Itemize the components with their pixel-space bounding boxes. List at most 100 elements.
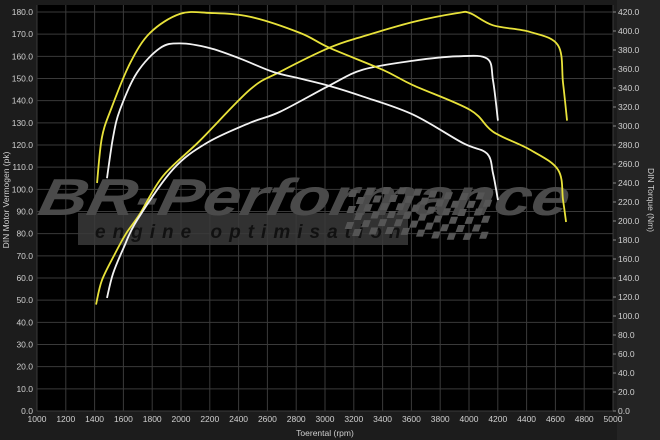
svg-text:BR-Performance: BR-Performance: [34, 169, 576, 227]
x-tick-label: 2800: [287, 414, 306, 424]
y-right-tick-label: 200.0: [618, 216, 640, 226]
flag-square: [419, 197, 430, 205]
torque-curve-tuned: [96, 11, 567, 223]
svg-text:engine optimisation: engine optimisation: [95, 222, 407, 243]
flag-square: [388, 195, 399, 203]
flag-square: [475, 192, 485, 200]
flag-square: [450, 200, 460, 208]
y-left-tick-label: 80.0: [16, 229, 33, 239]
y-right-tick-label: 120.0: [618, 292, 640, 302]
y-right-tick-label: 340.0: [618, 83, 640, 93]
y-left-tick-label: 180.0: [12, 7, 34, 17]
flag-square: [381, 187, 391, 195]
y-axis-left-label: DIN Motor Vermogen (pk): [1, 151, 11, 248]
flag-square: [412, 188, 423, 196]
x-tick-label: 3800: [431, 414, 450, 424]
flag-square: [344, 222, 355, 229]
flag-square: [464, 216, 475, 224]
flag-square: [455, 224, 466, 232]
flag-square: [402, 211, 412, 219]
x-tick-label: 2200: [200, 414, 219, 424]
x-tick-label: 3000: [316, 414, 335, 424]
y-right-tick-label: 240.0: [618, 178, 640, 188]
flag-square: [361, 220, 371, 228]
flag-square: [480, 215, 491, 223]
flag-square: [393, 219, 404, 227]
y-right-tick-label: 420.0: [618, 7, 640, 17]
flag-square: [370, 211, 381, 219]
flag-square: [459, 192, 469, 200]
x-tick-label: 3600: [402, 414, 421, 424]
y-right-tick-label: 400.0: [618, 26, 640, 36]
y-left-tick-label: 20.0: [16, 362, 33, 372]
tick-labels: 1000 1200 1400 1600 1800 2000 2200 2400 2600 2800…: [12, 7, 640, 424]
flag-square: [400, 227, 411, 235]
x-tick-label: 3200: [344, 414, 363, 424]
flag-square: [409, 220, 419, 228]
y-left-tick-label: 30.0: [16, 340, 33, 350]
y-left-tick-label: 60.0: [16, 273, 33, 283]
y-right-tick-label: 100.0: [618, 311, 640, 321]
y-right-tick-label: 180.0: [618, 235, 640, 245]
x-tick-label: 3400: [373, 414, 392, 424]
flag-square: [348, 190, 358, 197]
x-tick-label: 1600: [114, 414, 133, 424]
flag-square: [448, 216, 459, 224]
x-tick-label: 4000: [460, 414, 479, 424]
y-right-tick-label: 380.0: [618, 45, 640, 55]
y-right-tick-label: 160.0: [618, 254, 640, 264]
flag-square: [346, 206, 357, 213]
x-axis-label: Toerental (rpm): [296, 428, 354, 438]
flag-square: [363, 204, 373, 212]
right-axis-panel: [617, 0, 660, 440]
grid: [36, 5, 616, 412]
checkered-flag-icon: [344, 187, 493, 240]
flag-square: [431, 231, 441, 239]
torque-curve-stock: [106, 42, 499, 201]
y-left-tick-label: 170.0: [12, 29, 34, 39]
x-tick-label: 4600: [546, 414, 565, 424]
flag-square: [404, 195, 414, 203]
flag-square: [386, 211, 397, 219]
flag-square: [428, 190, 438, 198]
x-tick-label: 2400: [229, 414, 248, 424]
flag-square: [355, 197, 366, 205]
y-right-tick-label: 80.0: [618, 330, 635, 340]
flag-square: [466, 200, 476, 208]
flag-square: [384, 227, 395, 235]
y-right-tick-label: 140.0: [618, 273, 640, 283]
flag-square: [364, 188, 375, 196]
flag-square: [424, 222, 434, 230]
flag-square: [473, 208, 484, 216]
flag-square: [443, 192, 454, 200]
watermark-logo: BR-Performance engine optimisation: [34, 169, 576, 245]
x-tick-label: 4200: [488, 414, 507, 424]
flag-square: [462, 232, 473, 240]
y-left-tick-label: 50.0: [16, 295, 33, 305]
flag-square: [410, 204, 421, 212]
y-left-tick-label: 150.0: [12, 74, 34, 84]
flag-square: [415, 229, 426, 237]
y-right-tick-label: 0.0: [618, 406, 630, 416]
flag-square: [372, 195, 382, 203]
y-left-tick-label: 110.0: [12, 162, 33, 172]
y-right-tick-label: 260.0: [618, 159, 640, 169]
series-layer: [95, 10, 568, 305]
flag-square: [377, 219, 388, 227]
flag-square: [426, 206, 436, 214]
y-right-tick-label: 40.0: [618, 368, 635, 378]
y-right-tick-label: 280.0: [618, 140, 640, 150]
x-tick-label: 4400: [517, 414, 536, 424]
x-tick-label: 1800: [143, 414, 162, 424]
flag-square: [397, 187, 407, 195]
flag-square: [352, 229, 362, 237]
y-left-tick-label: 130.0: [12, 118, 34, 128]
y-left-tick-label: 10.0: [16, 384, 33, 394]
y-left-tick-label: 120.0: [12, 140, 34, 150]
y-left-tick-label: 100.0: [12, 184, 34, 194]
y-right-tick-label: 220.0: [618, 197, 640, 207]
flag-square: [379, 203, 390, 211]
y-left-tick-label: 140.0: [12, 96, 34, 106]
y-left-tick-label: 90.0: [16, 207, 33, 217]
y-right-tick-label: 360.0: [618, 64, 640, 74]
